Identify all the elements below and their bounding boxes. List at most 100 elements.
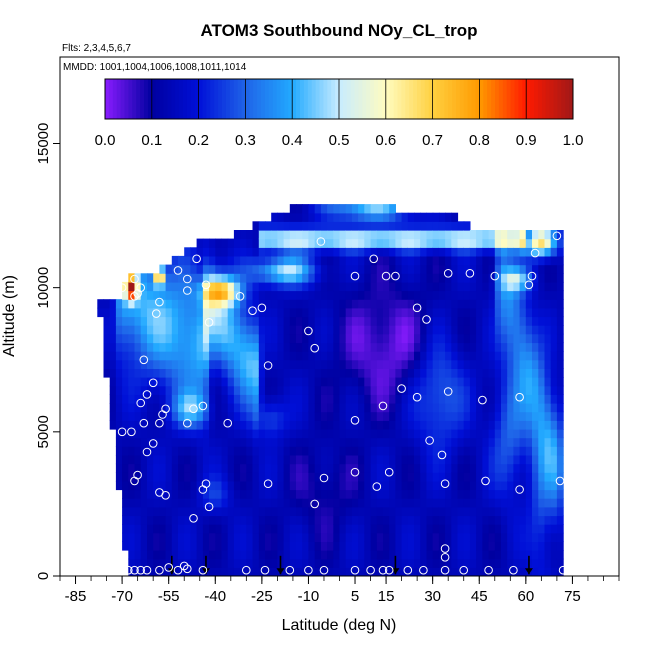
heatmap-cell — [451, 290, 459, 300]
heatmap-cell — [345, 351, 353, 361]
heatmap-cell — [351, 498, 359, 508]
heatmap-cell — [271, 377, 278, 387]
heatmap-cell — [221, 307, 229, 318]
heatmap-cell — [202, 506, 210, 517]
heatmap-cell — [184, 437, 191, 447]
heatmap-cell — [159, 429, 167, 439]
heatmap-cell — [196, 506, 204, 517]
heatmap-cell — [196, 290, 204, 300]
heatmap-cell — [407, 558, 415, 568]
heatmap-cell — [351, 221, 359, 231]
heatmap-cell — [351, 385, 359, 395]
heatmap-cell — [469, 420, 477, 430]
heatmap-cell — [395, 255, 403, 266]
heatmap-cell — [252, 377, 260, 387]
sample-point — [204, 502, 214, 512]
heatmap-cell — [420, 230, 427, 240]
heatmap-cell — [383, 411, 390, 421]
heatmap-cell — [171, 489, 179, 499]
heatmap-cell — [482, 351, 490, 361]
heatmap-cell — [339, 307, 347, 318]
heatmap-cell — [469, 281, 477, 292]
heatmap-cell — [271, 558, 278, 568]
heatmap-cell — [171, 567, 179, 576]
heatmap-cell — [407, 377, 415, 387]
heatmap-cell — [308, 204, 316, 214]
heatmap-cell — [296, 299, 303, 309]
sample-point — [139, 418, 149, 428]
heatmap-cell — [283, 316, 291, 326]
heatmap-cell — [265, 454, 272, 465]
heatmap-cell — [538, 454, 546, 465]
heatmap-cell — [358, 403, 365, 413]
heatmap-cell — [122, 299, 129, 309]
heatmap-cell — [376, 403, 384, 413]
heatmap-cell — [550, 472, 558, 482]
heatmap-cell — [451, 238, 459, 248]
heatmap-cell — [389, 351, 396, 361]
heatmap-cell — [519, 558, 527, 568]
heatmap-cell — [370, 281, 378, 292]
heatmap-cell — [320, 498, 328, 508]
heatmap-cell — [401, 403, 409, 413]
color-bar-segment — [545, 79, 551, 119]
heatmap-cell — [165, 532, 173, 542]
heatmap-cell — [376, 299, 384, 309]
heatmap-cell — [469, 255, 477, 266]
heatmap-cell — [420, 281, 427, 292]
heatmap-cell — [246, 299, 254, 309]
heatmap-cell — [159, 463, 167, 473]
heatmap-cell — [482, 290, 490, 300]
heatmap-cell — [550, 264, 558, 274]
heatmap-cell — [327, 437, 334, 447]
heatmap-cell — [550, 498, 558, 508]
x-tick-label: 60 — [517, 588, 534, 605]
heatmap-cell — [395, 385, 403, 395]
heatmap-cell — [451, 221, 459, 231]
color-bar-segment — [132, 79, 137, 119]
heatmap-cell — [544, 342, 552, 352]
heatmap-cell — [358, 238, 365, 248]
heatmap-cell — [532, 524, 539, 534]
heatmap-cell — [414, 316, 421, 326]
heatmap-cell — [258, 550, 266, 560]
heatmap-cell — [525, 307, 533, 318]
heatmap-cell — [159, 498, 167, 508]
sample-point — [350, 416, 360, 425]
heatmap-cell — [538, 325, 546, 335]
heatmap-cell — [469, 515, 477, 525]
heatmap-cell — [233, 506, 241, 517]
heatmap-cell — [308, 212, 316, 222]
heatmap-cell — [289, 307, 297, 318]
heatmap-cell — [171, 299, 179, 309]
heatmap-cell — [283, 454, 291, 465]
heatmap-cell — [196, 515, 204, 525]
sample-point — [369, 254, 379, 264]
heatmap-cell — [314, 489, 322, 499]
heatmap-cell — [147, 437, 154, 447]
heatmap-cell — [395, 558, 403, 568]
heatmap-cell — [488, 437, 496, 447]
heatmap-cell — [513, 273, 521, 283]
heatmap-cell — [494, 506, 502, 517]
heatmap-cell — [426, 550, 434, 560]
heatmap-cell — [140, 454, 148, 465]
heatmap-cell — [171, 541, 179, 551]
sample-point — [440, 565, 450, 575]
heatmap-cell — [426, 221, 434, 231]
heatmap-cell — [556, 394, 564, 404]
heatmap-cell — [432, 437, 440, 447]
heatmap-cell — [432, 359, 440, 369]
color-bar-segment — [385, 79, 391, 119]
heatmap-cell — [463, 498, 471, 508]
heatmap-cell — [556, 429, 564, 439]
heatmap-cell — [196, 264, 204, 274]
heatmap-cell — [407, 429, 415, 439]
heatmap-cell — [227, 273, 235, 283]
heatmap-cell — [457, 359, 465, 369]
heatmap-cell — [134, 463, 142, 473]
heatmap-cell — [283, 377, 291, 387]
heatmap-cell — [252, 299, 260, 309]
heatmap-cell — [140, 446, 148, 456]
sample-point — [319, 565, 329, 575]
